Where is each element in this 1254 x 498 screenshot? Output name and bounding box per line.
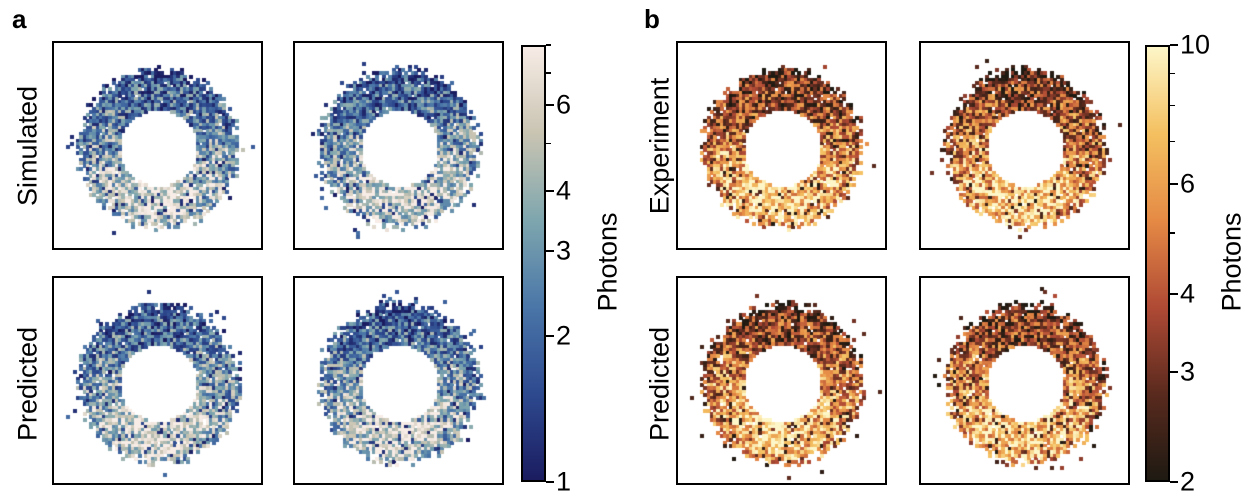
- colorbar-tick-label: 6: [556, 89, 572, 120]
- colorbar-minor-tick: [1170, 72, 1175, 75]
- colorbar-major-tick: [1170, 370, 1178, 373]
- colorbar-tick-label: 4: [556, 175, 572, 206]
- heatmap-simulated-1: [52, 41, 263, 250]
- colorbar-tick-label: 2: [1180, 466, 1196, 497]
- colorbar-major-tick: [546, 250, 554, 253]
- heatmap-predicted-a-1: [52, 276, 263, 485]
- colorbar-minor-tick: [546, 72, 551, 74]
- colorbar-a-title: Photons: [592, 212, 623, 312]
- row-label-predicted-a: Predicted: [12, 326, 43, 442]
- colorbar-tick-label: 10: [1180, 29, 1211, 60]
- colorbar-minor-tick: [1170, 232, 1175, 234]
- heatmap-experiment-1: [676, 41, 887, 250]
- colorbar-minor-tick: [546, 142, 551, 145]
- heatmap-predicted-b-1: [676, 276, 887, 485]
- panel-label-b: b: [644, 4, 660, 34]
- colorbar-major-tick: [1170, 44, 1178, 46]
- row-label-predicted-b: Predicted: [644, 326, 675, 442]
- colorbar-a: [521, 45, 546, 482]
- heatmap-predicted-a-2: [293, 276, 504, 485]
- colorbar-minor-tick: [1170, 104, 1175, 107]
- colorbar-b: [1145, 45, 1170, 482]
- row-label-experiment: Experiment: [644, 77, 675, 215]
- colorbar-major-tick: [1170, 481, 1178, 483]
- colorbar-major-tick: [546, 189, 554, 192]
- panel-label-a: a: [12, 4, 27, 34]
- colorbar-major-tick: [546, 335, 554, 338]
- colorbar-minor-tick: [546, 44, 551, 46]
- colorbar-major-tick: [546, 104, 554, 107]
- heatmap-experiment-2: [919, 41, 1130, 250]
- colorbar-major-tick: [546, 481, 554, 483]
- heatmap-predicted-b-2: [919, 276, 1130, 485]
- colorbar-major-tick: [1170, 182, 1178, 185]
- colorbar-minor-tick: [1170, 140, 1175, 143]
- colorbar-tick-label: 4: [1180, 278, 1196, 309]
- colorbar-tick-label: 1: [556, 466, 572, 497]
- colorbar-tick-label: 3: [1180, 356, 1196, 387]
- row-label-simulated: Simulated: [12, 85, 43, 207]
- colorbar-b-title: Photons: [1216, 212, 1247, 312]
- heatmap-simulated-2: [293, 41, 504, 250]
- colorbar-tick-label: 6: [1180, 168, 1196, 199]
- colorbar-tick-label: 3: [556, 235, 572, 266]
- colorbar-tick-label: 2: [556, 320, 572, 351]
- colorbar-major-tick: [1170, 292, 1178, 295]
